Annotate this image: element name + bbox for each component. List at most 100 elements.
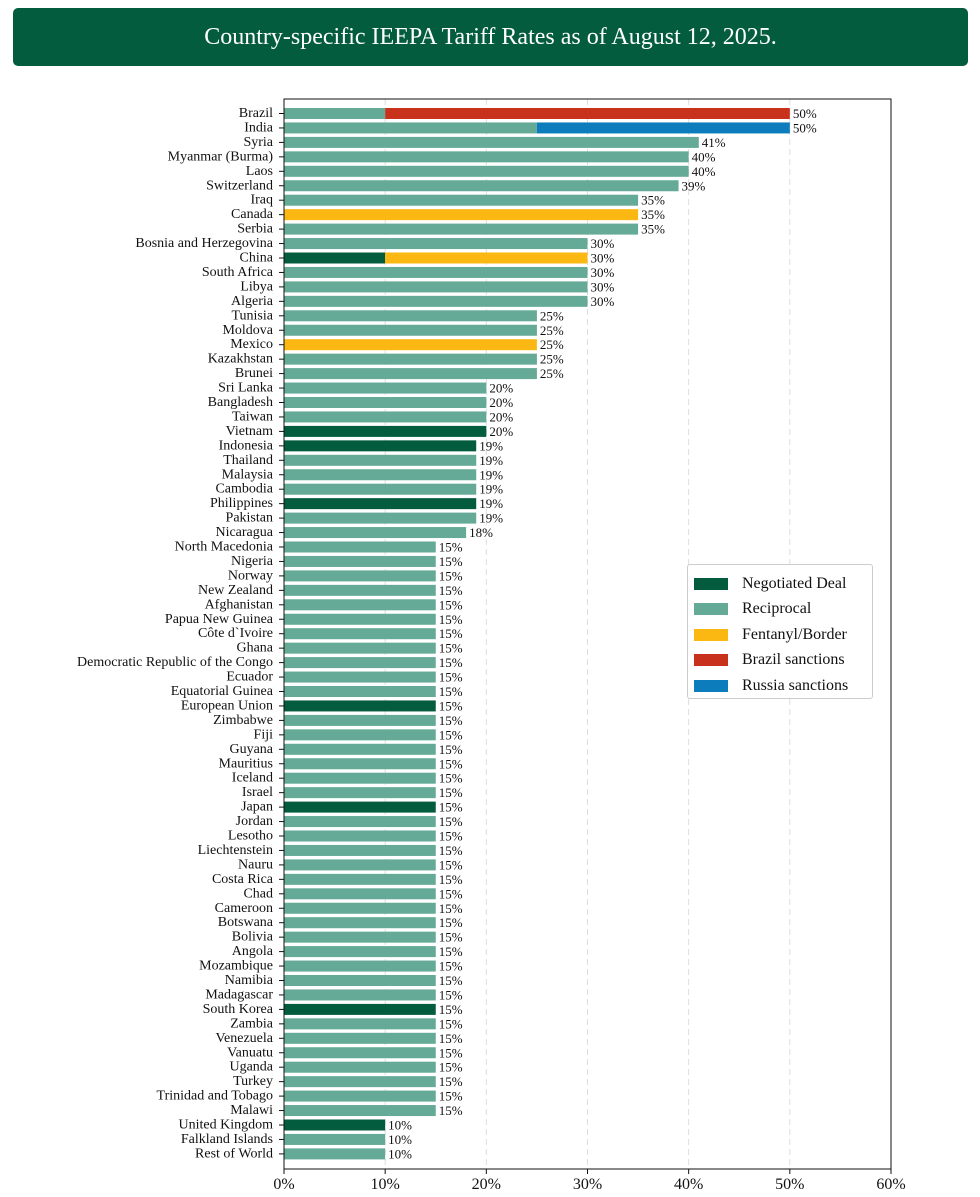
bar-guyana-reciprocal [284, 743, 436, 755]
bar-nicaragua-reciprocal [284, 527, 467, 539]
category-label: Democratic Republic of the Congo [77, 655, 273, 670]
value-label: 30% [591, 265, 615, 280]
value-label: 25% [540, 352, 564, 367]
bar-cambodia-reciprocal [284, 483, 477, 495]
bar-ecuador-reciprocal [284, 671, 436, 683]
bar-united-kingdom-negotiated-deal [284, 1119, 386, 1131]
bar-madagascar-reciprocal [284, 989, 436, 1001]
category-label: Iceland [232, 771, 273, 786]
legend-swatch-negotiated-deal [694, 577, 728, 590]
category-label: Syria [243, 135, 273, 150]
value-label: 15% [439, 568, 463, 583]
category-label: Mexico [230, 337, 273, 352]
category-label: Malaysia [222, 467, 274, 482]
bar-brazil-brazil-sanctions [385, 108, 790, 119]
value-label: 15% [439, 1016, 463, 1031]
category-label: Uganda [229, 1060, 273, 1075]
bar-kazakhstan-reciprocal [284, 353, 537, 365]
value-label: 15% [439, 626, 463, 641]
value-label: 15% [439, 959, 463, 974]
legend-label: Fentanyl/Border [742, 625, 847, 643]
bar-south-africa-reciprocal [284, 266, 588, 278]
bar-fiji-reciprocal [284, 729, 436, 741]
category-label: Algeria [231, 294, 274, 309]
bar-c-te-d-ivoire-reciprocal [284, 628, 436, 640]
category-label: Trinidad and Tobago [157, 1089, 273, 1104]
x-tick-label: 40% [674, 1176, 703, 1193]
value-label: 10% [388, 1146, 412, 1161]
value-label: 35% [641, 193, 665, 208]
category-label: Israel [242, 785, 273, 800]
bar-south-korea-negotiated-deal [284, 1003, 436, 1015]
legend-label: Russia sanctions [742, 676, 849, 694]
x-tick-label: 50% [775, 1176, 804, 1193]
category-label: Mozambique [199, 959, 273, 974]
category-label: Guyana [229, 742, 273, 757]
category-label: Bolivia [232, 930, 274, 945]
value-label: 18% [469, 525, 493, 540]
category-label: Venezuela [215, 1031, 273, 1046]
category-label: Japan [241, 800, 273, 815]
category-label: Afghanistan [205, 597, 273, 612]
value-label: 15% [439, 684, 463, 699]
category-label: Laos [246, 164, 273, 179]
bar-equatorial-guinea-reciprocal [284, 686, 436, 697]
value-label: 15% [439, 1074, 463, 1089]
value-label: 15% [439, 1045, 463, 1060]
x-tick-label: 30% [573, 1176, 602, 1193]
value-label: 50% [793, 120, 817, 135]
bar-brunei-reciprocal [284, 368, 537, 380]
legend-label: Reciprocal [742, 600, 812, 618]
value-label: 15% [439, 612, 463, 627]
value-label: 15% [439, 857, 463, 872]
category-label: China [240, 251, 274, 266]
category-label: Norway [228, 568, 273, 583]
bar-laos-reciprocal [284, 165, 689, 177]
category-label: Iraq [250, 193, 273, 208]
bar-cameroon-reciprocal [284, 902, 436, 914]
category-label: Serbia [237, 222, 274, 237]
bar-turkey-reciprocal [284, 1076, 436, 1088]
category-label: Bosnia and Herzegovina [135, 236, 273, 251]
bar-rest-of-world-reciprocal [284, 1148, 386, 1160]
value-label: 20% [489, 381, 513, 396]
legend-swatch-reciprocal [694, 603, 728, 616]
category-label: Vanuatu [227, 1045, 273, 1060]
bar-iraq-reciprocal [284, 194, 639, 206]
x-tick-label: 10% [371, 1176, 400, 1193]
bar-mauritius-reciprocal [284, 758, 436, 770]
value-label: 30% [591, 236, 615, 251]
value-label: 15% [439, 655, 463, 670]
category-label: Papua New Guinea [165, 612, 274, 627]
bar-philippines-negotiated-deal [284, 498, 477, 510]
category-label: India [244, 120, 274, 135]
category-label: South Korea [203, 1002, 274, 1017]
bar-tunisia-reciprocal [284, 310, 537, 322]
bar-mozambique-reciprocal [284, 960, 436, 972]
value-label: 30% [591, 294, 615, 309]
chart-legend: Negotiated Deal Reciprocal Fentanyl/Bord… [687, 564, 873, 699]
value-label: 15% [439, 583, 463, 598]
chart-title: Country-specific IEEPA Tariff Rates as o… [204, 23, 777, 50]
value-label: 15% [439, 641, 463, 656]
bar-israel-reciprocal [284, 787, 436, 799]
bar-falkland-islands-reciprocal [284, 1133, 386, 1145]
value-label: 25% [540, 308, 564, 323]
value-label: 19% [479, 453, 503, 468]
category-label: Mauritius [219, 756, 273, 771]
category-label: South Africa [202, 265, 274, 280]
legend-item: Brazil sanctions [694, 648, 872, 674]
bar-china-negotiated-deal [284, 252, 386, 264]
category-label: Angola [232, 944, 274, 959]
bar-moldova-reciprocal [284, 324, 537, 336]
bar-pakistan-reciprocal [284, 512, 477, 524]
bar-ghana-reciprocal [284, 642, 436, 654]
bar-norway-reciprocal [284, 570, 436, 582]
value-label: 15% [439, 713, 463, 728]
bar-bosnia-and-herzegovina-reciprocal [284, 238, 588, 250]
value-label: 15% [439, 872, 463, 887]
category-label: Pakistan [226, 511, 273, 526]
value-label: 20% [489, 424, 513, 439]
value-label: 15% [439, 1031, 463, 1046]
value-label: 20% [489, 409, 513, 424]
